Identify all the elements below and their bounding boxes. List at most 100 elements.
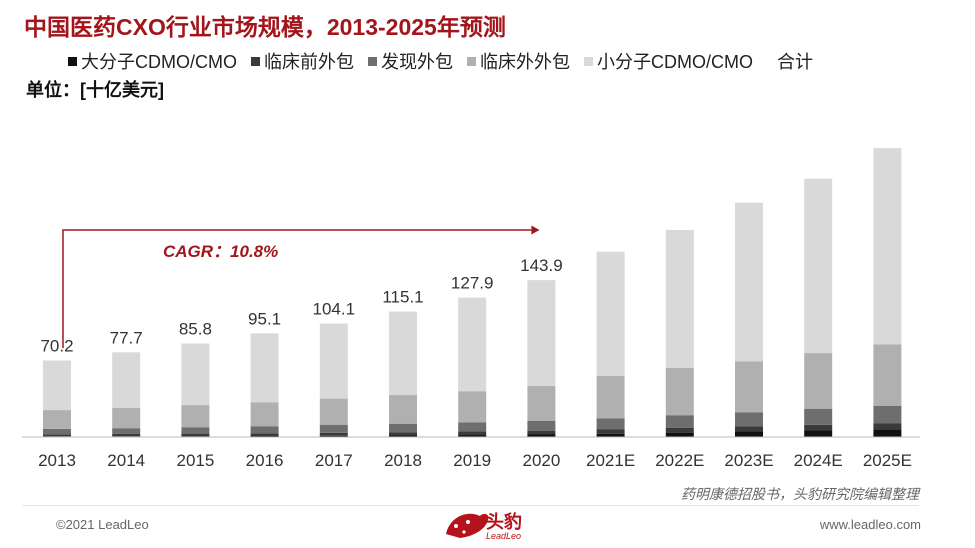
bar-segment: [250, 426, 279, 434]
total-data-label: 70.2: [40, 336, 73, 355]
bar-segment: [873, 423, 902, 430]
total-data-label: 143.9: [520, 256, 563, 275]
logo-text: 头豹: [486, 512, 522, 532]
x-tick-label: 2016: [246, 451, 284, 470]
legend-swatch: [68, 56, 77, 66]
bar-segment: [873, 405, 902, 424]
bar-segment: [112, 433, 141, 437]
bar-segment: [735, 431, 763, 437]
leopard-logo-icon: [446, 513, 489, 538]
x-tick-label: 2021E: [586, 451, 635, 470]
bar-segment: [250, 402, 279, 427]
bar-segment: [804, 178, 833, 354]
bar-segment: [112, 407, 141, 429]
bar-segment: [873, 429, 902, 437]
legend-item: 大分子CDMO/CMO: [68, 48, 237, 74]
x-tick-label: 2015: [176, 451, 214, 470]
bar-segment: [735, 426, 763, 432]
bar-segment: [458, 297, 487, 392]
stacked-bar-chart: 2013 70.2 2014 77.7 2015 85.8 2016 95.1 2017 104.…: [22, 148, 920, 470]
x-tick-label: 2013: [38, 451, 76, 470]
legend-total-label: 合计: [777, 52, 813, 72]
total-data-label: 95.1: [248, 309, 281, 328]
bar-segment: [596, 251, 625, 376]
bar-segment: [181, 433, 210, 437]
total-data-label: 77.7: [110, 328, 143, 347]
bar-segment: [527, 430, 556, 435]
bar-segment: [596, 418, 625, 430]
bar-segment: [458, 391, 487, 423]
x-tick-label: 2018: [384, 451, 422, 470]
x-tick-label: 2014: [107, 451, 145, 470]
bar-segment: [804, 353, 833, 409]
bar-segment: [873, 148, 902, 345]
x-tick-label: 2022E: [655, 451, 704, 470]
x-tick-label: 2019: [453, 451, 491, 470]
bar-segment: [389, 311, 417, 396]
bar-segment: [804, 408, 833, 425]
bar-segment: [735, 202, 763, 362]
logo-subtext: LeadLeo: [486, 531, 522, 541]
total-data-label: 115.1: [382, 288, 423, 307]
x-tick-label: 2020: [522, 451, 560, 470]
x-tick-label: 2025E: [863, 451, 912, 470]
website-text: www.leadleo.com: [819, 517, 921, 532]
bar-segment: [527, 385, 556, 421]
bar-segment: [319, 435, 348, 437]
total-data-label: 104.1: [313, 300, 356, 319]
bar-segment: [596, 433, 625, 437]
source-note: 药明康德招股书，头豹研究院编辑整理: [681, 486, 919, 502]
bar-segment: [735, 412, 763, 427]
bar-segment: [112, 428, 141, 434]
legend-label: 大分子CDMO/CMO: [81, 52, 237, 72]
bar-segment: [873, 344, 902, 406]
bar-segment: [527, 434, 556, 437]
legend-item: 临床前外包: [251, 48, 354, 74]
legend-item: 发现外包: [368, 48, 453, 74]
copyright-text: ©2021 LeadLeo: [56, 517, 149, 532]
bar-segment: [458, 422, 487, 432]
bar-segment: [735, 361, 763, 413]
legend-swatch: [251, 56, 260, 66]
legend-item: 临床外外包: [467, 48, 570, 74]
chart-legend: 大分子CDMO/CMO 临床前外包 发现外包 临床外外包 小分子CDMO/CMO 合计: [68, 48, 813, 74]
bar-segment: [527, 280, 556, 386]
bar-segment: [43, 360, 71, 411]
footer-divider: [22, 505, 919, 506]
bar-segment: [527, 420, 556, 431]
bar-segment: [665, 415, 694, 428]
bar-segment: [43, 434, 71, 437]
bar-segment: [458, 435, 487, 437]
page-title: 中国医药CXO行业市场规模，2013-2025年预测: [24, 14, 506, 40]
bar-segment: [665, 432, 694, 437]
bar-segment: [389, 423, 417, 433]
bar-segment: [665, 427, 694, 433]
bar-segment: [181, 405, 210, 428]
bar-segment: [804, 430, 833, 437]
x-tick-label: 2023E: [724, 451, 773, 470]
bar-segment: [319, 398, 348, 426]
cagr-label: CAGR：10.8%: [163, 242, 278, 261]
bar-segment: [43, 428, 71, 435]
legend-label: 临床前外包: [264, 52, 354, 72]
bar-segment: [250, 433, 279, 437]
bar-segment: [596, 375, 625, 419]
bar-segment: [458, 431, 487, 436]
legend-swatch: [584, 56, 593, 66]
bar-segment: [596, 429, 625, 434]
bar-segment: [319, 425, 348, 433]
bar-segment: [319, 323, 348, 399]
legend-label: 发现外包: [381, 52, 453, 72]
bar-segment: [389, 432, 417, 436]
bar-segment: [319, 432, 348, 436]
total-data-label: 127.9: [451, 274, 494, 293]
legend-swatch: [467, 56, 476, 66]
x-tick-label: 2017: [315, 451, 353, 470]
bar-segment: [665, 368, 694, 416]
bar-segment: [389, 435, 417, 437]
cagr-arrow-line: [62, 229, 532, 348]
unit-label: 单位：[十亿美元]: [26, 80, 164, 100]
cagr-arrowhead-icon: [531, 225, 540, 235]
bar-segment: [665, 229, 694, 369]
bar-segment: [181, 343, 210, 406]
